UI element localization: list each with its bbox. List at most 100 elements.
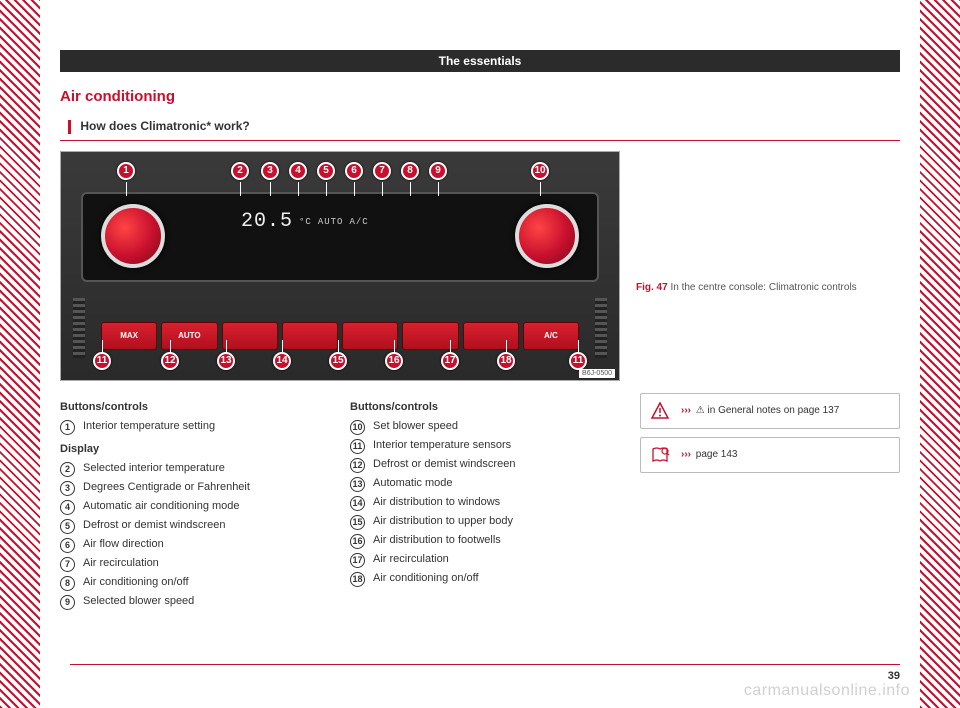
image-code: B6J-0500 <box>579 369 615 378</box>
bullet-3: 3 <box>60 481 75 496</box>
callout-11b: 11 <box>569 352 587 370</box>
list-item: 6 Air flow direction <box>60 537 320 553</box>
col2-heading-1: Buttons/controls <box>350 401 610 413</box>
item-text: Air recirculation <box>83 556 159 571</box>
list-item: 18Air conditioning on/off <box>350 571 610 587</box>
column-3: ››› ⚠ in General notes on page 137 ››› p… <box>640 393 900 613</box>
list-item: 5 Defrost or demist windscreen <box>60 518 320 534</box>
bullet-2: 2 <box>60 462 75 477</box>
climatronic-figure: 20.5 °C AUTO A/C MAX AUTO A/C 1 2 3 4 <box>60 151 620 381</box>
bullet-14: 14 <box>350 496 365 511</box>
warning-text: ››› ⚠ in General notes on page 137 <box>681 405 839 416</box>
item-text: Air distribution to windows <box>373 495 500 510</box>
item-text: Defrost or demist windscreen <box>83 518 225 533</box>
figure-caption: Fig. 47 In the centre console: Climatron… <box>636 151 857 381</box>
list-item: 7 Air recirculation <box>60 556 320 572</box>
list-item: 15Air distribution to upper body <box>350 514 610 530</box>
item-text: Selected interior temperature <box>83 461 225 476</box>
manual-text: ››› page 143 <box>681 449 738 460</box>
callout-2: 2 <box>231 162 249 180</box>
list-item: 4 Automatic air conditioning mode <box>60 499 320 515</box>
bullet-7: 7 <box>60 557 75 572</box>
item-text: Automatic air conditioning mode <box>83 499 240 514</box>
bullet-4: 4 <box>60 500 75 515</box>
item-text: Selected blower speed <box>83 594 194 609</box>
bullet-18: 18 <box>350 572 365 587</box>
btn-3 <box>222 322 278 350</box>
btn-7 <box>463 322 519 350</box>
page-content: The essentials Air conditioning How does… <box>60 50 900 678</box>
warning-note: ››› ⚠ in General notes on page 137 <box>640 393 900 429</box>
blower-dial <box>515 204 579 268</box>
callout-11a: 11 <box>93 352 111 370</box>
display-temp: 20.5 <box>241 210 293 233</box>
content-columns: Buttons/controls 1Interior temperature s… <box>60 393 900 613</box>
list-item: 12 Defrost or demist windscreen <box>350 457 610 473</box>
manual-note: ››› page 143 <box>640 437 900 473</box>
bullet-12: 12 <box>350 458 365 473</box>
display-unit: °C <box>299 217 312 227</box>
temperature-dial <box>101 204 165 268</box>
bullet-15: 15 <box>350 515 365 530</box>
item-text: Degrees Centigrade or Fahrenheit <box>83 480 250 495</box>
callout-7: 7 <box>373 162 391 180</box>
callout-4: 4 <box>289 162 307 180</box>
subsection-heading: How does Climatronic* work? <box>60 115 900 141</box>
callout-10: 10 <box>531 162 549 180</box>
callout-16: 16 <box>385 352 403 370</box>
item-text: Automatic mode <box>373 476 452 491</box>
list-item: 2 Selected interior temperature <box>60 461 320 477</box>
callout-1: 1 <box>117 162 135 180</box>
btn-4 <box>282 322 338 350</box>
item-text: Interior temperature setting <box>83 419 215 434</box>
item-text: Air distribution to footwells <box>373 533 501 548</box>
page-number: 39 <box>888 670 900 682</box>
col1-heading-2: Display <box>60 443 320 455</box>
subhead-accent <box>68 120 71 134</box>
bullet-6: 6 <box>60 538 75 553</box>
warning-icon <box>649 400 671 422</box>
display-mode: AUTO <box>318 217 344 227</box>
item-text: Air flow direction <box>83 537 164 552</box>
list-item: 10 Set blower speed <box>350 419 610 435</box>
button-row: MAX AUTO A/C <box>101 322 579 350</box>
list-item: 9Selected blower speed <box>60 594 320 610</box>
item-text: Interior temperature sensors <box>373 438 511 453</box>
bullet-5: 5 <box>60 519 75 534</box>
btn-max: MAX <box>101 322 157 350</box>
bullet-13: 13 <box>350 477 365 492</box>
hatch-border-right <box>920 0 960 708</box>
list-item: 11 Interior temperature sensors <box>350 438 610 454</box>
figure-number: Fig. 47 <box>636 282 668 293</box>
btn-5 <box>342 322 398 350</box>
callout-17: 17 <box>441 352 459 370</box>
display-ac: A/C <box>349 217 368 227</box>
column-2: Buttons/controls 10 Set blower speed 11 In… <box>350 393 610 613</box>
subsection-title: How does Climatronic* work? <box>80 119 249 133</box>
watermark: carmanualsonline.info <box>744 682 910 700</box>
climatronic-display: 20.5 °C AUTO A/C <box>241 202 441 242</box>
bullet-10: 10 <box>350 420 365 435</box>
callout-5: 5 <box>317 162 335 180</box>
list-item: 16 Air distribution to footwells <box>350 533 610 549</box>
section-title: Air conditioning <box>60 88 900 105</box>
btn-ac: A/C <box>523 322 579 350</box>
callout-8: 8 <box>401 162 419 180</box>
vent-left <box>73 298 85 358</box>
bullet-11: 11 <box>350 439 365 454</box>
callout-18: 18 <box>497 352 515 370</box>
callout-15: 15 <box>329 352 347 370</box>
list-item: 8 Air conditioning on/off <box>60 575 320 591</box>
item-text: Air recirculation <box>373 552 449 567</box>
item-text: Defrost or demist windscreen <box>373 457 515 472</box>
bullet-16: 16 <box>350 534 365 549</box>
column-1: Buttons/controls 1Interior temperature s… <box>60 393 320 613</box>
callout-14: 14 <box>273 352 291 370</box>
hatch-border-left <box>0 0 40 708</box>
bullet-8: 8 <box>60 576 75 591</box>
list-item: 17Air recirculation <box>350 552 610 568</box>
item-text: Set blower speed <box>373 419 458 434</box>
item-text: Air conditioning on/off <box>83 575 189 590</box>
figure-caption-text: In the centre console: Climatronic contr… <box>670 282 856 293</box>
callout-9: 9 <box>429 162 447 180</box>
